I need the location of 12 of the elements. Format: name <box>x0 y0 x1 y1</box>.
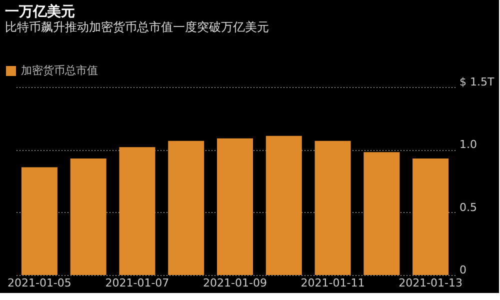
x-tick-label: 2021-01-07 <box>105 276 170 290</box>
x-tick-label: 2021-01-11 <box>300 276 365 290</box>
y-tick-label: $ 1.5T <box>460 76 494 88</box>
chart-title: 一万亿美元 <box>5 3 75 20</box>
y-tick-label: 0.5 <box>460 200 477 214</box>
chart-subtitle: 比特币飙升推动加密货币总市值一度突破万亿美元 <box>5 20 269 34</box>
x-tick-label: 2021-01-05 <box>7 276 72 290</box>
y-tick-label: 0 <box>460 264 466 276</box>
legend-label: 加密货币总市值 <box>21 64 98 77</box>
y-tick-label: 1.0 <box>460 138 477 152</box>
x-tick-label: 2021-01-13 <box>398 276 463 290</box>
x-tick-label: 2021-01-09 <box>203 276 267 290</box>
